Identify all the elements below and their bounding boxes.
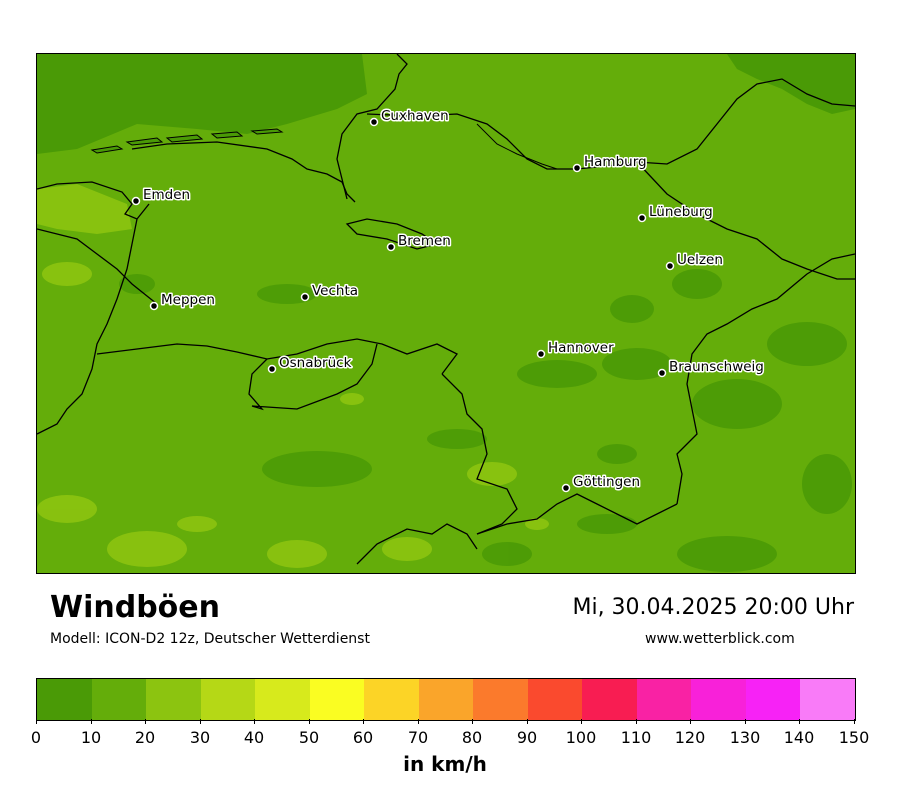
legend-tick-mark <box>91 719 92 724</box>
legend-swatch-11 <box>636 679 692 720</box>
legend-unit-label: in km/h <box>403 752 487 776</box>
city-dot <box>536 349 546 359</box>
legend-tick-label: 20 <box>134 728 156 747</box>
city-label: Emden <box>143 187 190 203</box>
legend-swatch-13 <box>745 679 801 720</box>
city-marker: Braunschweig <box>657 358 765 378</box>
legend-tick-label: 140 <box>783 728 815 747</box>
city-dot <box>572 163 582 173</box>
city-label: Hannover <box>548 340 614 356</box>
north-sea-area <box>37 54 367 154</box>
legend-tick-label: 0 <box>30 728 42 747</box>
city-dot <box>561 483 571 493</box>
weather-map: Cuxhaven Hamburg Emden Bremen Lüneburg Uelzen… <box>36 53 856 574</box>
legend-swatch-2 <box>146 679 201 720</box>
city-marker: Emden <box>131 186 192 206</box>
legend-tick-mark <box>745 719 746 724</box>
city-dot <box>131 196 141 206</box>
city-label: Osnabrück <box>279 355 352 371</box>
city-marker: Hamburg <box>572 153 648 173</box>
legend-tick-label: 40 <box>243 728 265 747</box>
legend-tick-label: 100 <box>565 728 597 747</box>
city-marker: Vechta <box>300 282 360 302</box>
legend-tick-mark <box>527 719 528 724</box>
city-label: Göttingen <box>573 474 640 490</box>
legend-tick-mark <box>418 719 419 724</box>
legend-tick-mark <box>254 719 255 724</box>
legend-swatch-8 <box>473 679 528 720</box>
color-legend-ticks: 0 10 20 30 40 50 60 70 80 90 100 110 120 130 140 150 <box>31 719 869 749</box>
legend-swatch-7 <box>418 679 474 720</box>
legend-swatch-3 <box>200 679 256 720</box>
color-legend-bar <box>36 678 856 721</box>
legend-tick-mark <box>854 719 855 724</box>
city-label: Uelzen <box>677 252 723 268</box>
legend-tick-label: 60 <box>352 728 374 747</box>
map-title: Windböen <box>50 590 220 625</box>
legend-swatch-1 <box>91 679 147 720</box>
legend-swatch-0 <box>37 679 92 720</box>
city-dot <box>149 301 159 311</box>
city-marker: Cuxhaven <box>369 107 450 127</box>
legend-tick-label: 50 <box>298 728 320 747</box>
city-label: Braunschweig <box>669 359 764 375</box>
legend-tick-mark <box>145 719 146 724</box>
legend-tick-mark <box>309 719 310 724</box>
city-label: Bremen <box>398 233 451 249</box>
city-label: Meppen <box>161 292 215 308</box>
legend-tick-mark <box>472 719 473 724</box>
legend-swatch-5 <box>309 679 365 720</box>
city-label: Hamburg <box>584 154 647 170</box>
city-marker: Uelzen <box>665 251 724 271</box>
legend-tick-label: 150 <box>838 728 870 747</box>
city-dot <box>386 242 396 252</box>
legend-tick-label: 130 <box>729 728 761 747</box>
legend-tick-mark <box>200 719 201 724</box>
elbe-river <box>476 123 558 170</box>
legend-tick-mark <box>799 719 800 724</box>
city-label: Cuxhaven <box>381 108 449 124</box>
city-dot <box>665 261 675 271</box>
city-label: Vechta <box>312 283 358 299</box>
city-marker: Bremen <box>386 232 452 252</box>
legend-tick-label: 30 <box>189 728 211 747</box>
legend-tick-mark <box>363 719 364 724</box>
legend-tick-label: 70 <box>407 728 429 747</box>
legend-tick-label: 110 <box>620 728 652 747</box>
wind-field-base <box>37 54 855 573</box>
legend-swatch-14 <box>800 679 855 720</box>
legend-tick-label: 80 <box>461 728 483 747</box>
gust-patches-dark <box>119 269 852 572</box>
city-dot <box>657 368 667 378</box>
legend-tick-label: 90 <box>516 728 538 747</box>
city-marker: Osnabrück <box>267 354 353 374</box>
legend-tick-mark <box>36 719 37 724</box>
city-marker: Göttingen <box>561 473 642 493</box>
city-dot <box>267 364 277 374</box>
legend-tick-mark <box>581 719 582 724</box>
legend-tick-label: 120 <box>674 728 706 747</box>
legend-swatch-12 <box>691 679 746 720</box>
legend-tick-label: 10 <box>80 728 102 747</box>
legend-tick-mark <box>636 719 637 724</box>
city-marker: Hannover <box>536 339 616 359</box>
legend-swatch-10 <box>582 679 637 720</box>
city-dot <box>369 117 379 127</box>
city-label: Lüneburg <box>649 204 713 220</box>
city-dot <box>300 292 310 302</box>
frisian-islands <box>90 128 284 154</box>
forecast-datetime: Mi, 30.04.2025 20:00 Uhr <box>572 595 854 620</box>
legend-swatch-9 <box>527 679 583 720</box>
legend-tick-mark <box>690 719 691 724</box>
legend-swatch-6 <box>364 679 419 720</box>
coastlines-borders <box>37 54 855 565</box>
website-link[interactable]: www.wetterblick.com <box>645 631 795 647</box>
model-subtitle: Modell: ICON-D2 12z, Deutscher Wetterdie… <box>50 631 370 647</box>
city-marker: Meppen <box>149 291 216 311</box>
city-layer: Cuxhaven Hamburg Emden Bremen Lüneburg Uelzen… <box>131 107 765 493</box>
city-marker: Lüneburg <box>637 203 714 223</box>
legend-swatch-4 <box>255 679 310 720</box>
city-dot <box>637 213 647 223</box>
